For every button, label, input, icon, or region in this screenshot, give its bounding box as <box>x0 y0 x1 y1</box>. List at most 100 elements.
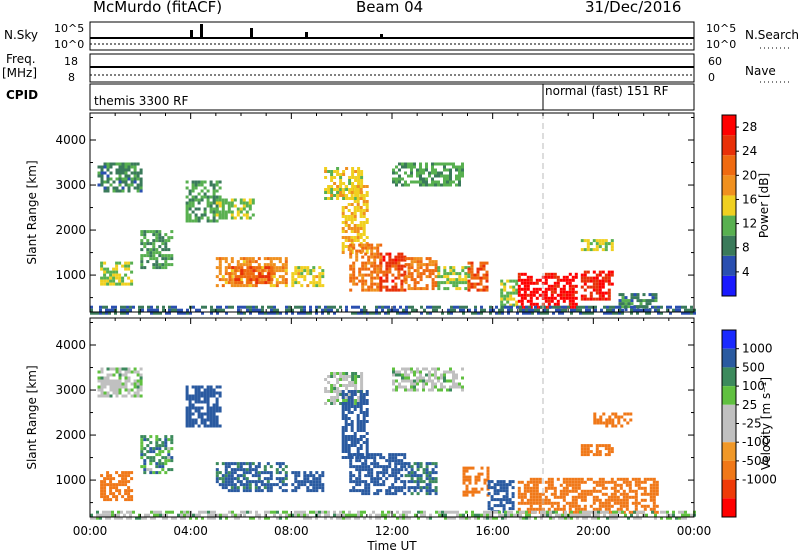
data-cell-power <box>297 311 300 315</box>
data-cell-velocity <box>413 379 416 383</box>
data-cell-velocity <box>185 409 189 413</box>
data-cell-velocity <box>362 429 366 432</box>
data-cell-power <box>410 263 414 267</box>
data-cell-power <box>129 308 132 312</box>
data-cell-velocity <box>221 486 225 490</box>
data-cell-velocity <box>434 489 438 493</box>
data-cell-velocity <box>574 483 578 487</box>
data-cell-velocity <box>234 516 237 520</box>
data-cell-velocity <box>570 513 573 517</box>
data-cell-power <box>382 255 386 259</box>
data-cell-power <box>341 194 345 197</box>
data-cell-velocity <box>324 387 328 390</box>
data-cell-power <box>291 275 295 279</box>
data-cell-power <box>218 278 222 282</box>
data-cell-power <box>330 188 334 191</box>
data-cell-velocity <box>194 409 198 413</box>
data-cell-power <box>344 245 348 248</box>
data-cell-power <box>461 269 465 273</box>
data-cell-velocity <box>434 373 437 377</box>
data-cell-power <box>538 287 542 291</box>
data-cell-power <box>206 204 210 208</box>
data-cell-power <box>221 284 225 288</box>
data-cell-power <box>300 284 304 288</box>
data-cell-power <box>353 224 357 227</box>
data-cell-velocity <box>236 468 240 472</box>
data-cell-velocity <box>528 513 531 517</box>
data-cell-velocity <box>278 465 282 469</box>
data-cell-velocity <box>312 510 315 514</box>
data-cell-velocity <box>468 478 472 482</box>
data-cell-power <box>115 186 119 190</box>
data-cell-power <box>183 311 186 315</box>
data-cell-velocity <box>474 516 477 520</box>
data-cell-velocity <box>236 486 240 490</box>
data-cell-power <box>392 177 395 181</box>
data-cell-power <box>645 299 649 303</box>
data-cell-velocity <box>209 406 213 410</box>
data-cell-velocity <box>333 396 337 399</box>
data-cell-power <box>109 282 113 286</box>
data-cell-velocity <box>592 507 596 511</box>
data-cell-velocity <box>254 483 258 487</box>
data-cell-velocity <box>573 513 576 517</box>
data-cell-power <box>425 266 429 270</box>
data-cell-velocity <box>490 486 494 490</box>
data-cell-velocity <box>637 501 641 505</box>
data-cell-velocity <box>634 498 638 502</box>
data-cell-power <box>284 257 288 261</box>
data-cell-velocity <box>543 510 546 514</box>
data-cell-power <box>108 311 111 315</box>
data-cell-velocity <box>357 516 360 520</box>
data-cell-power <box>391 264 395 268</box>
data-cell-power <box>164 242 168 246</box>
data-cell-velocity <box>410 385 413 389</box>
data-cell-power <box>558 305 561 309</box>
data-cell-velocity <box>576 513 579 517</box>
data-cell-velocity <box>607 453 611 457</box>
data-cell-velocity <box>358 459 362 463</box>
data-cell-power <box>161 248 165 252</box>
data-cell-velocity <box>652 504 656 508</box>
data-cell-velocity <box>213 516 216 520</box>
data-cell-velocity <box>525 516 528 520</box>
data-cell-velocity <box>106 498 110 502</box>
data-cell-velocity <box>185 418 189 422</box>
data-cell-power <box>344 194 348 197</box>
data-cell-velocity <box>195 516 198 520</box>
data-cell-power <box>336 308 339 312</box>
data-cell-power <box>379 243 383 247</box>
data-cell-velocity <box>254 474 258 478</box>
data-cell-power <box>401 177 404 181</box>
data-cell-velocity <box>361 468 365 472</box>
data-cell-power <box>604 297 608 301</box>
data-cell-velocity <box>559 483 563 487</box>
data-cell-velocity <box>356 429 360 432</box>
data-cell-power <box>517 272 521 276</box>
data-cell-velocity <box>350 396 354 399</box>
data-cell-power <box>103 276 107 280</box>
data-cell-power <box>294 305 297 309</box>
data-cell-velocity <box>385 459 389 463</box>
data-cell-velocity <box>103 376 107 380</box>
data-cell-velocity <box>619 477 623 481</box>
data-cell-velocity <box>90 513 93 517</box>
data-cell-power <box>388 270 392 274</box>
data-cell-power <box>133 177 137 181</box>
data-cell-power <box>225 311 228 315</box>
data-cell-power <box>376 246 380 250</box>
data-cell-power <box>520 272 524 276</box>
data-cell-power <box>336 191 340 194</box>
data-cell-velocity <box>585 516 588 520</box>
data-cell-power <box>419 165 422 169</box>
data-cell-power <box>127 186 131 190</box>
data-cell-velocity <box>598 453 602 457</box>
data-cell-velocity <box>564 510 567 514</box>
data-cell-power <box>592 279 596 283</box>
data-cell-power <box>344 215 348 218</box>
data-cell-velocity <box>434 471 438 475</box>
data-cell-velocity <box>483 513 486 517</box>
data-cell-velocity <box>127 489 131 493</box>
data-cell-velocity <box>264 510 267 514</box>
data-cell-power <box>594 308 597 312</box>
